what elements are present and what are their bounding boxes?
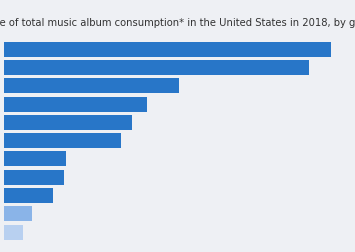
Bar bbox=[4, 79, 179, 94]
Bar bbox=[4, 43, 331, 57]
Bar bbox=[4, 152, 66, 167]
Bar bbox=[4, 188, 53, 203]
Title: Share of total music album consumption* in the United States in 2018, by genre: Share of total music album consumption* … bbox=[0, 18, 355, 28]
Bar bbox=[4, 115, 132, 130]
Bar bbox=[4, 134, 121, 149]
Bar bbox=[4, 97, 147, 112]
Bar bbox=[4, 206, 32, 222]
Bar bbox=[4, 61, 310, 76]
Bar bbox=[4, 170, 64, 185]
Bar bbox=[4, 225, 23, 240]
